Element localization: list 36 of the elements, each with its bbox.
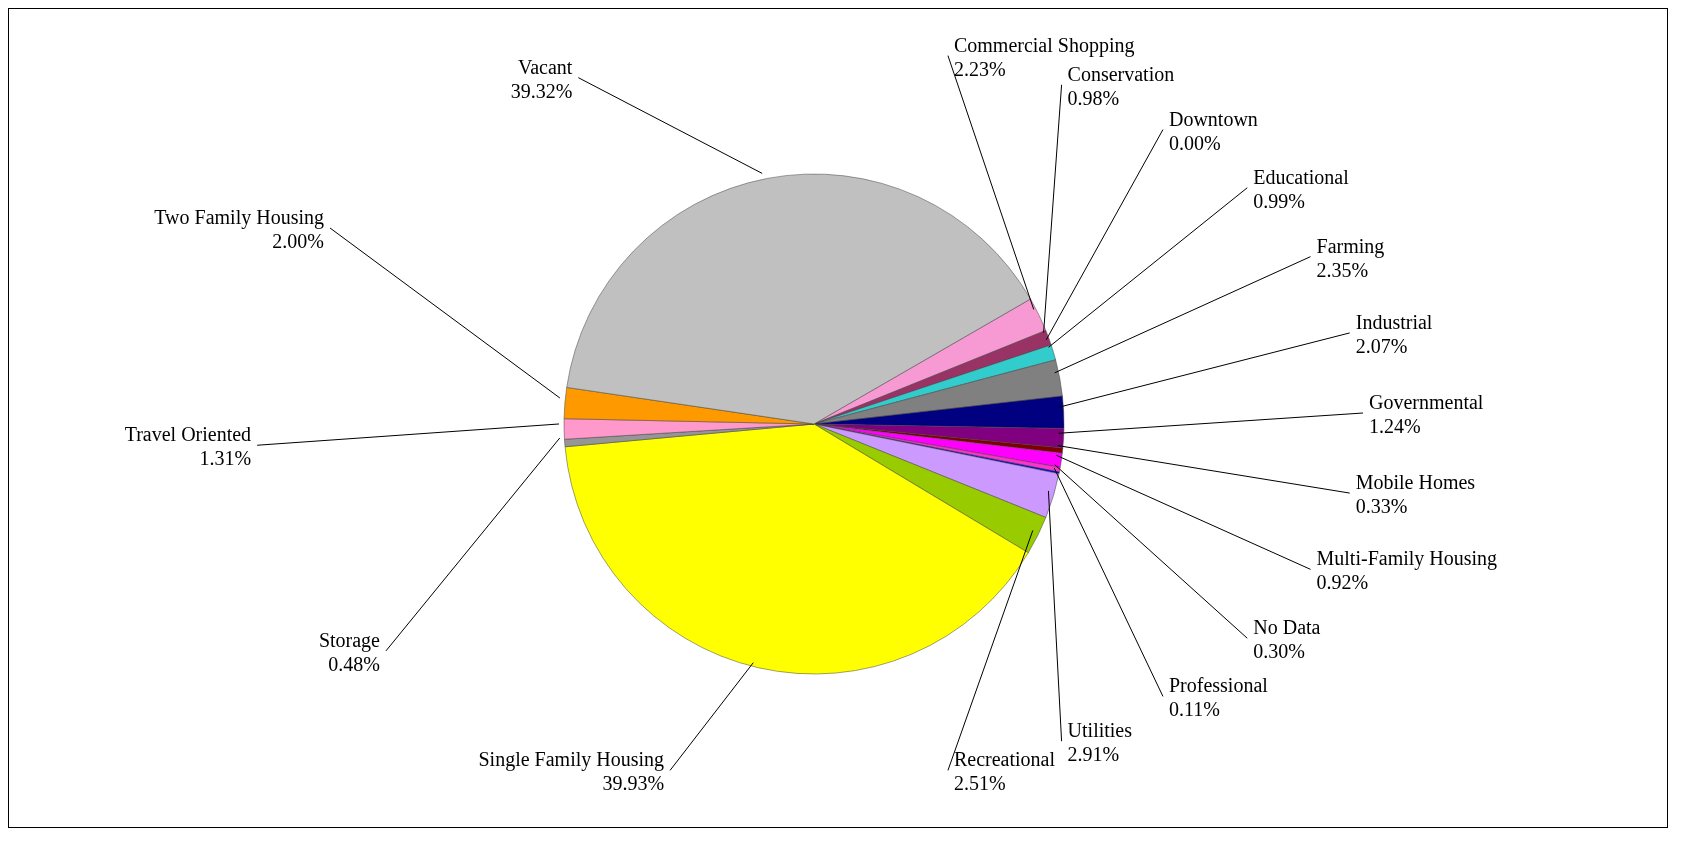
- slice-label: Utilities: [1067, 719, 1133, 742]
- data-label: 1.31%: [199, 447, 252, 470]
- slice-label: Farming: [1316, 234, 1385, 258]
- slice-label: Industrial: [1355, 310, 1433, 333]
- slice-label: Commercial Shopping: [953, 33, 1135, 57]
- data-label: 0.30%: [1253, 640, 1305, 663]
- data-label: 0.99%: [1253, 189, 1305, 212]
- category-label: Downtown: [1168, 107, 1258, 130]
- slice-label: Governmental: [1369, 391, 1484, 413]
- slice-label: Travel Oriented: [124, 423, 252, 446]
- slice-label: No Data: [1253, 616, 1321, 639]
- slice-label: Conservation: [1067, 62, 1175, 85]
- data-label: 0.33%: [1355, 495, 1408, 518]
- slice-label: Mobile Homes: [1355, 471, 1476, 494]
- slice-label: Vacant: [517, 55, 573, 78]
- data-label: 2.07%: [1355, 334, 1408, 357]
- data-label: 0.98%: [1067, 86, 1120, 109]
- slice-label: Professional: [1168, 674, 1269, 697]
- text: 0.00%: [1168, 131, 1221, 154]
- slice-label: Recreational: [953, 748, 1056, 771]
- slice-label: Educational: [1253, 165, 1350, 188]
- data-label: 2.51%: [953, 772, 1006, 795]
- data-label: 2.91%: [1067, 743, 1120, 766]
- data-label: 39.32%: [510, 79, 573, 102]
- data-label: 2.23%: [953, 57, 1006, 80]
- slice-label: Storage: [318, 628, 381, 652]
- slice-label: Single Family Housing: [478, 748, 665, 772]
- data-label: 0.92%: [1316, 571, 1369, 594]
- data-label: 2.35%: [1316, 258, 1369, 281]
- data-label: 0.48%: [328, 652, 381, 675]
- data-label: 2.00%: [272, 230, 325, 252]
- data-label: 0.11%: [1168, 698, 1220, 721]
- slice-label: Two Family Housing: [154, 206, 325, 229]
- data-label: 39.93%: [602, 772, 665, 795]
- data-label: 1.24%: [1369, 415, 1421, 437]
- slice-label: Multi-Family Housing: [1316, 547, 1498, 571]
